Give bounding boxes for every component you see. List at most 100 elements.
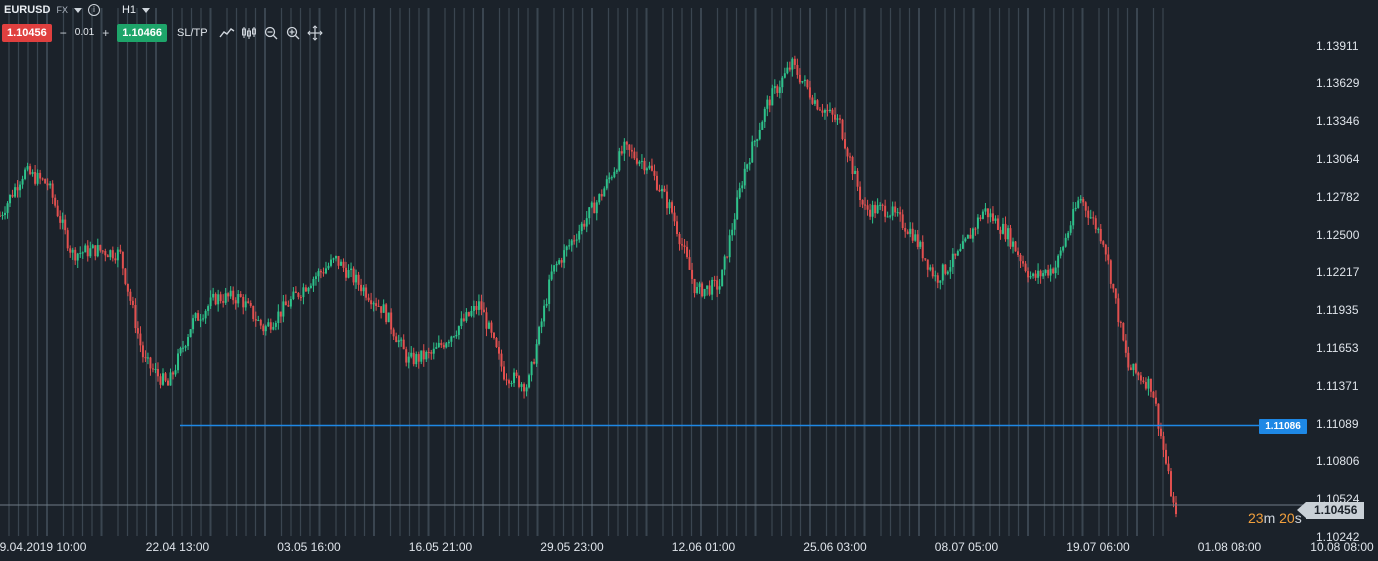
candle-up xyxy=(350,268,353,270)
candle-up xyxy=(595,202,598,214)
volume-decrease-button[interactable]: − xyxy=(59,25,67,40)
candle-down xyxy=(164,373,167,381)
candle-up xyxy=(1057,255,1060,268)
candle-up xyxy=(660,188,663,192)
price-axis-label: 1.13911 xyxy=(1316,38,1359,53)
symbol-dropdown-icon[interactable] xyxy=(73,7,82,13)
sell-button[interactable]: 1.10456 xyxy=(2,23,52,42)
candle-up xyxy=(329,259,332,266)
candle-down xyxy=(337,255,340,266)
candle-up xyxy=(317,271,320,277)
volume-increase-button[interactable]: + xyxy=(102,25,110,40)
candle-up xyxy=(487,322,490,329)
chart-type-icon[interactable] xyxy=(218,24,236,42)
candle-up xyxy=(1049,268,1052,276)
candle-up xyxy=(19,184,22,191)
chart-toolbar: EURUSD FX i H1 1.10456 − 0.01 + 1.10466 … xyxy=(0,0,360,46)
candle-down xyxy=(1139,375,1142,381)
candle-down xyxy=(440,342,443,346)
candle-down xyxy=(151,368,154,370)
candle-down xyxy=(701,283,704,297)
candle-up xyxy=(538,327,541,345)
candle-down xyxy=(167,380,169,386)
candle-down xyxy=(1034,273,1037,278)
candle-down xyxy=(131,300,134,305)
candle-down xyxy=(94,245,97,257)
candle-down xyxy=(1022,261,1025,264)
zoom-out-icon[interactable] xyxy=(262,24,280,42)
candle-up xyxy=(914,234,917,241)
candle-down xyxy=(360,284,363,292)
candle-down xyxy=(686,246,689,258)
candle-up xyxy=(189,329,192,338)
candle-up xyxy=(530,361,533,376)
candle-down xyxy=(954,253,957,256)
candle-down xyxy=(856,170,859,187)
candle-down xyxy=(1052,268,1055,274)
candle-up xyxy=(272,326,275,330)
candle-down xyxy=(262,325,265,332)
candle-up xyxy=(743,168,746,186)
candle-down xyxy=(926,259,929,270)
candle-up xyxy=(435,347,438,349)
time-axis-label: 10.08 08:00 xyxy=(1310,540,1374,554)
price-chart[interactable] xyxy=(0,0,1306,536)
candle-down xyxy=(156,368,159,377)
crosshair-icon[interactable] xyxy=(306,24,324,42)
candle-down xyxy=(254,318,257,321)
candle-down xyxy=(134,304,137,329)
price-axis[interactable]: 1.13911 1.13629 1.13346 1.13064 1.12782 1.125… xyxy=(1306,0,1378,561)
candle-up xyxy=(510,383,513,385)
zoom-in-icon[interactable] xyxy=(284,24,302,42)
candle-down xyxy=(1087,210,1090,218)
candle-up xyxy=(951,253,954,268)
candle-down xyxy=(796,64,799,75)
candle-up xyxy=(783,73,786,78)
candle-down xyxy=(776,86,779,93)
candle-down xyxy=(172,372,175,375)
candle-down xyxy=(495,338,498,348)
time-axis-label: 19.07 06:00 xyxy=(1066,540,1130,554)
sltp-button[interactable]: SL/TP xyxy=(177,26,208,39)
timeframe-label[interactable]: H1 xyxy=(121,4,137,16)
candle-up xyxy=(598,194,601,203)
candle-up xyxy=(753,141,756,143)
candle-down xyxy=(232,290,235,301)
volume-value[interactable]: 0.01 xyxy=(74,27,95,38)
candle-down xyxy=(357,274,360,285)
candle-up xyxy=(879,204,882,206)
candle-down xyxy=(234,300,237,304)
candle-down xyxy=(39,172,42,179)
candle-down xyxy=(1134,363,1137,373)
candle-up xyxy=(558,260,561,264)
candle-up xyxy=(618,151,621,171)
candle-down xyxy=(635,158,638,164)
candle-down xyxy=(69,248,72,253)
candle-down xyxy=(467,312,470,316)
candle-up xyxy=(450,336,453,342)
candle-up xyxy=(711,279,714,295)
buy-button[interactable]: 1.10466 xyxy=(117,23,168,42)
candle-down xyxy=(66,230,69,249)
candle-up xyxy=(184,346,187,348)
symbol-name[interactable]: EURUSD xyxy=(4,4,51,16)
timeframe-dropdown-icon[interactable] xyxy=(142,7,151,13)
info-icon[interactable]: i xyxy=(87,4,100,16)
candle-down xyxy=(1107,254,1110,261)
candle-down xyxy=(999,229,1002,234)
candle-up xyxy=(382,304,385,313)
time-axis[interactable]: 9.04.2019 10:00 22.04 13:00 03.05 16:00 16.… xyxy=(0,536,1378,561)
candle-down xyxy=(304,287,307,292)
candle-up xyxy=(721,269,724,287)
candle-up xyxy=(939,280,942,283)
candle-up xyxy=(204,310,207,319)
candle-up xyxy=(410,352,413,357)
candle-down xyxy=(798,74,801,83)
candle-up xyxy=(24,169,27,179)
candle-down xyxy=(1172,496,1175,503)
candle-up xyxy=(746,164,749,169)
candle-down xyxy=(126,283,129,292)
indicators-icon[interactable] xyxy=(240,24,258,42)
horizontal-line-price-tag[interactable]: 1.11086 xyxy=(1259,419,1307,434)
